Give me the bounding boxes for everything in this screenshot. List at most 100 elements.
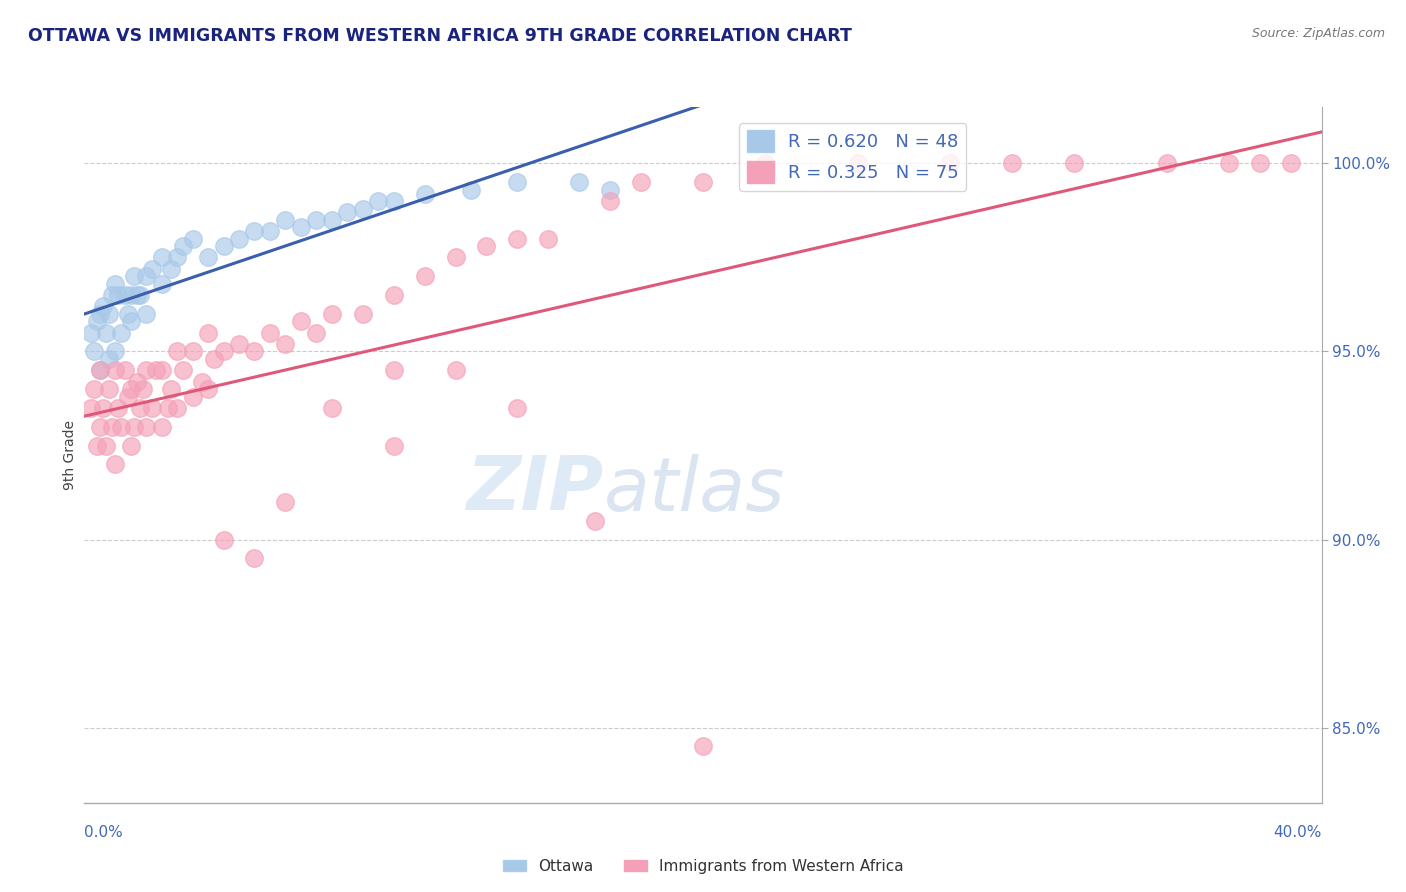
Point [506,232,529,246]
Point [122,419,145,434]
Point [104,344,127,359]
Point [321,212,343,227]
Point [156,401,179,415]
Point [150,419,173,434]
Point [1249,156,1271,170]
Point [86,438,108,452]
Point [150,251,173,265]
Point [83,344,105,359]
Point [212,239,235,253]
Point [166,344,188,359]
Point [83,382,105,396]
Point [135,419,157,434]
Point [212,533,235,547]
Point [150,277,173,291]
Point [413,186,436,201]
Point [114,288,136,302]
Point [568,175,591,189]
Point [336,205,359,219]
Point [413,269,436,284]
Point [141,401,163,415]
Point [91,401,114,415]
Point [1063,156,1085,170]
Text: ZIP: ZIP [467,453,605,526]
Point [120,288,142,302]
Text: Source: ZipAtlas.com: Source: ZipAtlas.com [1251,27,1385,40]
Point [79,326,101,340]
Point [599,194,621,208]
Point [129,288,152,302]
Point [107,401,129,415]
Point [274,337,297,351]
Point [89,363,111,377]
Point [1279,156,1302,170]
Point [630,175,652,189]
Point [132,382,155,396]
Point [135,269,157,284]
Point [274,212,297,227]
Point [94,438,117,452]
Point [197,251,219,265]
Point [110,326,132,340]
Point [259,326,281,340]
Point [125,375,148,389]
Point [98,307,121,321]
Point [243,224,266,238]
Point [1156,156,1178,170]
Point [79,401,101,415]
Text: 40.0%: 40.0% [1274,825,1322,840]
Point [197,326,219,340]
Point [846,156,869,170]
Text: 0.0%: 0.0% [84,825,124,840]
Point [172,363,194,377]
Point [243,344,266,359]
Point [104,458,127,472]
Point [692,175,714,189]
Point [321,307,343,321]
Point [537,232,560,246]
Point [290,314,312,328]
Point [120,438,142,452]
Point [117,390,139,404]
Point [506,175,529,189]
Point [125,288,148,302]
Point [352,202,374,216]
Point [120,382,142,396]
Text: OTTAWA VS IMMIGRANTS FROM WESTERN AFRICA 9TH GRADE CORRELATION CHART: OTTAWA VS IMMIGRANTS FROM WESTERN AFRICA… [28,27,852,45]
Point [444,251,467,265]
Point [382,194,405,208]
Point [228,232,250,246]
Point [166,401,188,415]
Point [98,382,121,396]
Point [583,514,606,528]
Point [110,419,132,434]
Point [506,401,529,415]
Point [692,739,714,754]
Legend: R = 0.620   N = 48, R = 0.325   N = 75: R = 0.620 N = 48, R = 0.325 N = 75 [740,123,966,191]
Point [114,363,136,377]
Point [305,326,328,340]
Point [382,438,405,452]
Legend: Ottawa, Immigrants from Western Africa: Ottawa, Immigrants from Western Africa [496,853,910,880]
Point [160,382,183,396]
Point [141,261,163,276]
Point [290,220,312,235]
Point [460,183,482,197]
Point [98,351,121,366]
Point [212,344,235,359]
Point [150,363,173,377]
Point [191,375,214,389]
Point [939,156,962,170]
Point [382,363,405,377]
Point [259,224,281,238]
Point [305,212,328,227]
Point [382,288,405,302]
Point [321,401,343,415]
Point [135,307,157,321]
Point [367,194,389,208]
Point [228,337,250,351]
Point [91,299,114,313]
Point [181,390,204,404]
Point [86,314,108,328]
Text: atlas: atlas [605,454,786,525]
